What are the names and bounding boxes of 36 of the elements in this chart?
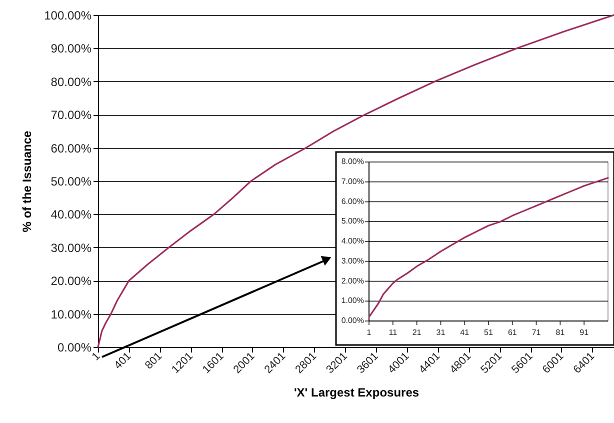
y-tick-label: 70.00%: [50, 108, 92, 122]
x-axis-title: 'X' Largest Exposures: [294, 385, 420, 400]
y-tick-label: 5.00%: [341, 216, 364, 226]
x-tick-label: 91: [580, 328, 590, 337]
y-tick-label: 50.00%: [50, 174, 92, 188]
y-tick-label: 100.00%: [44, 8, 92, 22]
y-tick-label: 30.00%: [50, 240, 92, 255]
x-tick-label: 21: [412, 328, 422, 337]
y-tick-label: 0.00%: [57, 340, 92, 354]
x-tick-label: 801: [143, 350, 165, 372]
x-tick-label: 1: [90, 350, 103, 364]
x-tick-label: 11: [388, 328, 398, 337]
line-series: [368, 177, 609, 318]
y-tick-label: 10.00%: [50, 307, 92, 322]
y-tick-label: 90.00%: [50, 42, 92, 56]
y-axis-title: % of the Issuance: [20, 130, 34, 232]
x-tick-label: 81: [556, 328, 566, 337]
y-tick-label: 4.00%: [341, 236, 364, 246]
x-tick-label: 41: [460, 328, 470, 337]
y-tick-label: 80.00%: [50, 74, 92, 89]
y-tick-label: 3.00%: [341, 256, 364, 266]
y-tick-label: 60.00%: [50, 141, 92, 156]
y-tick-label: 0.00%: [341, 316, 364, 325]
y-tick-label: 7.00%: [341, 176, 364, 186]
y-tick-label: 2.00%: [341, 276, 364, 286]
x-tick-label: 401: [112, 350, 134, 372]
x-tick-label: 61: [508, 328, 518, 337]
x-tick-label: 1: [366, 328, 372, 337]
y-tick-label: 6.00%: [341, 196, 364, 206]
y-tick-label: 20.00%: [50, 274, 92, 288]
y-tick-label: 8.00%: [341, 157, 364, 166]
y-tick-label: 1.00%: [341, 296, 364, 306]
x-tick-label: 51: [484, 328, 494, 337]
x-tick-label: 71: [532, 328, 542, 337]
y-tick-label: 40.00%: [50, 208, 92, 222]
x-tick-label: 31: [436, 328, 446, 337]
